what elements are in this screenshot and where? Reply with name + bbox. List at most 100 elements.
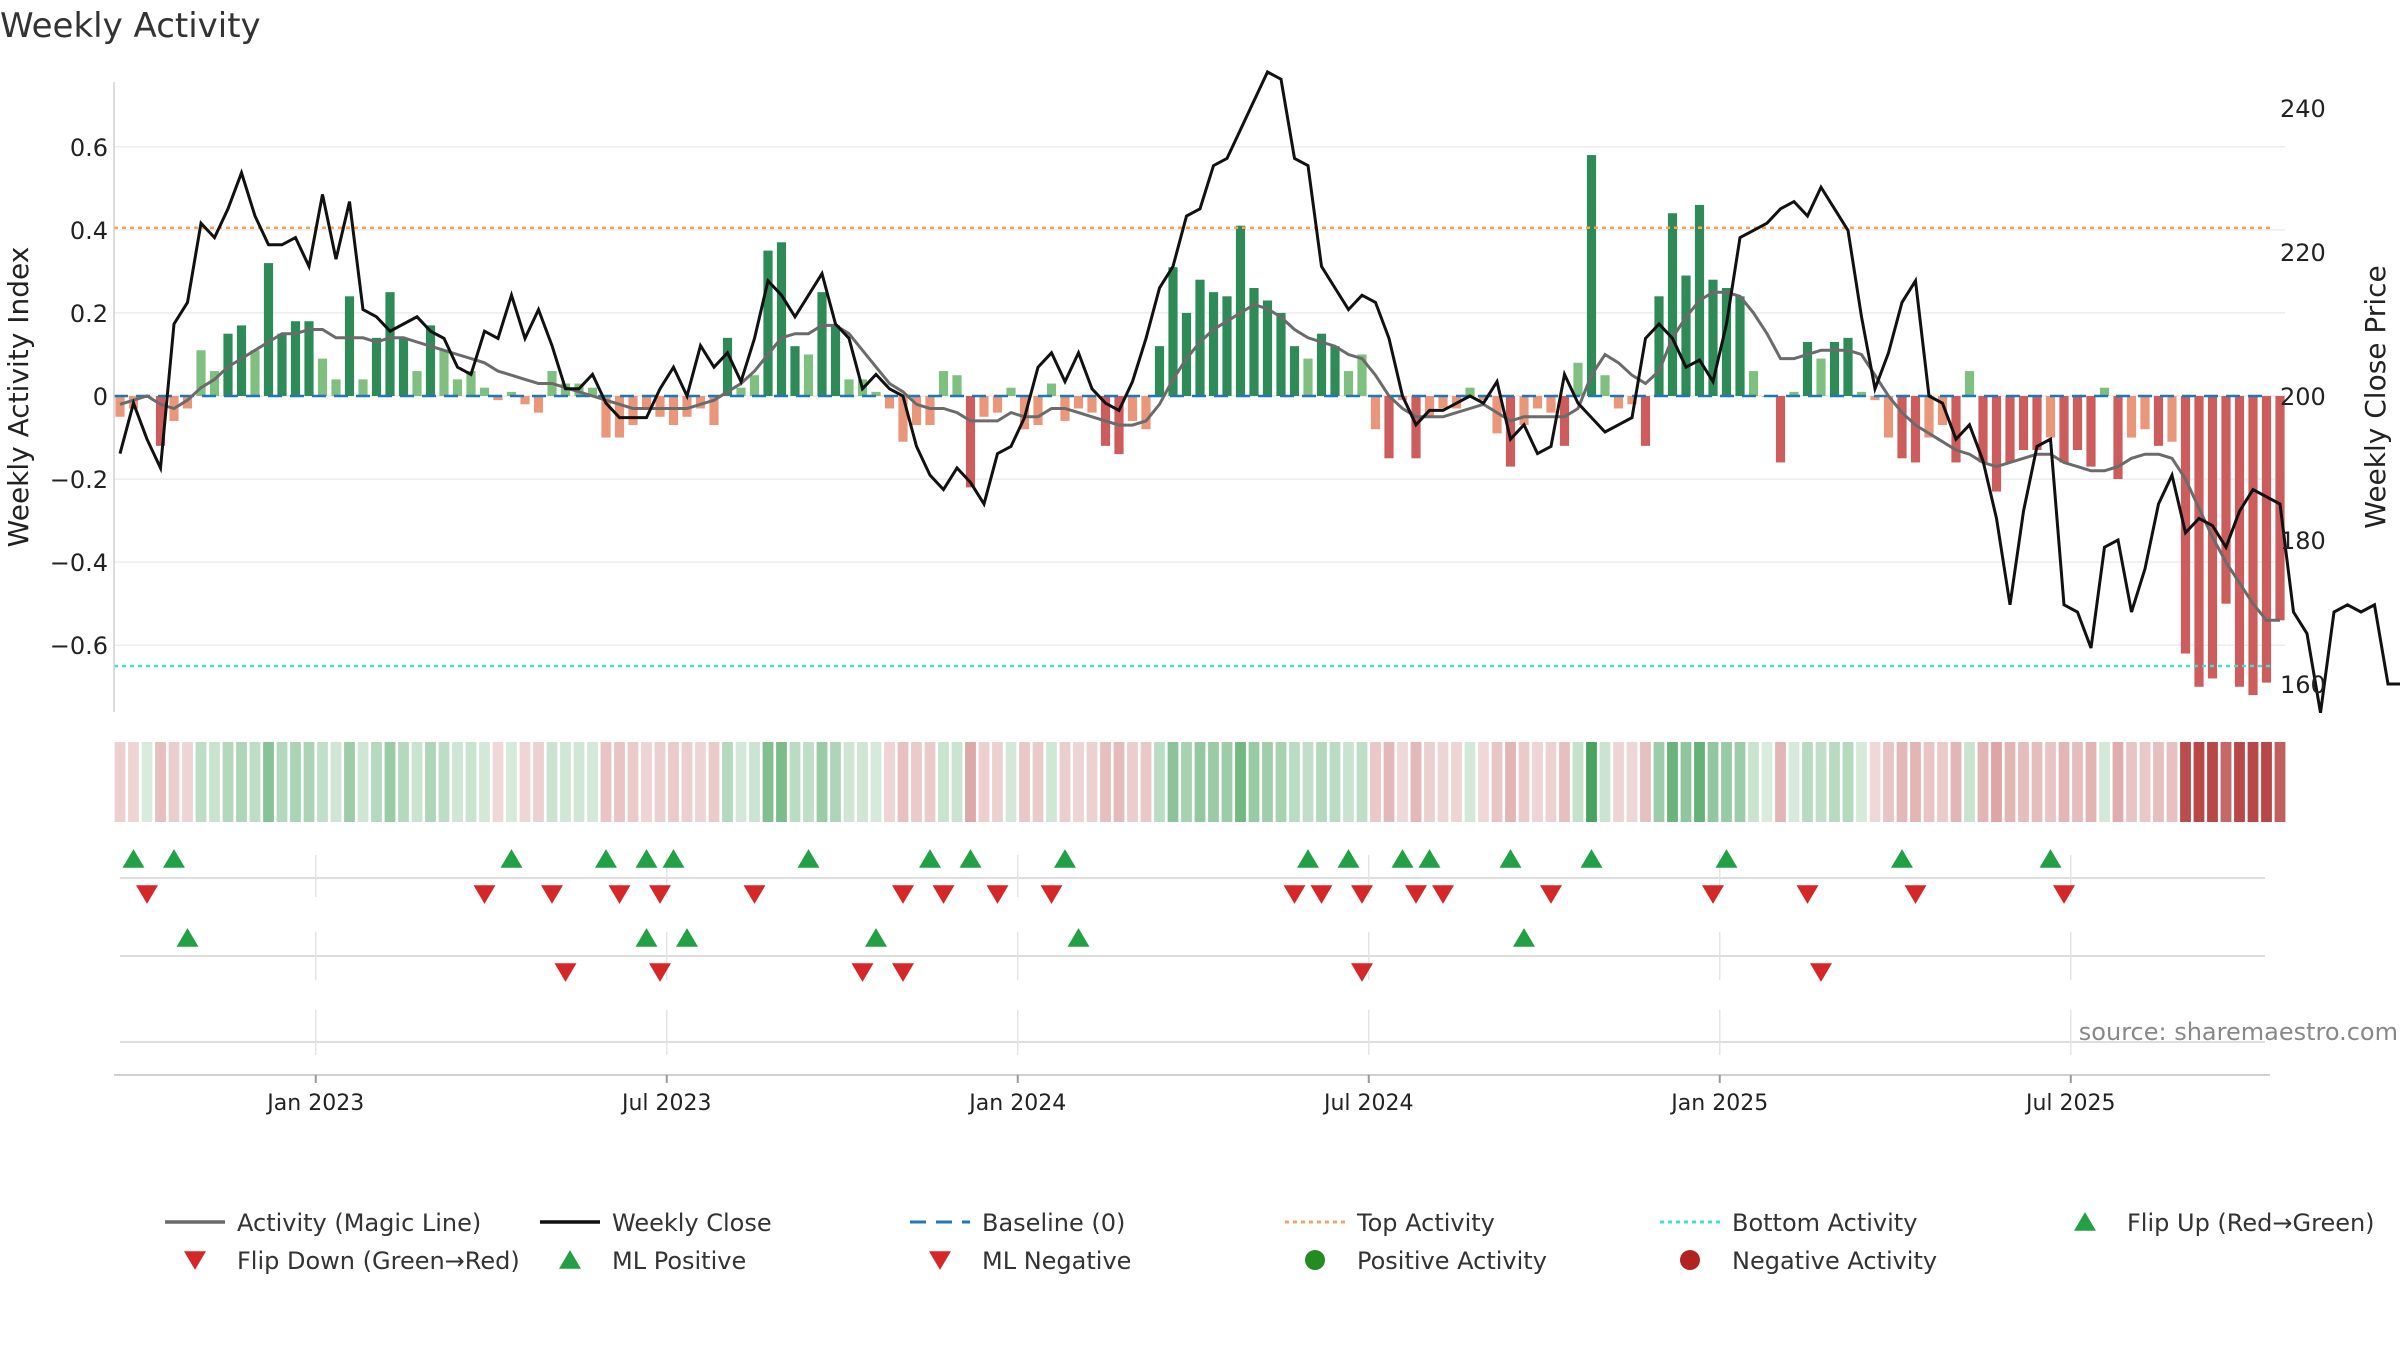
reference-lines [114, 226, 2270, 668]
flip-down-marker [473, 885, 496, 904]
flip-up-marker [1297, 849, 1319, 868]
activity-bar [385, 292, 395, 396]
activity-bar [1937, 396, 1948, 426]
legend-item: ML Negative [929, 1247, 1131, 1275]
heat-cell [614, 742, 625, 822]
activity-bar [776, 242, 787, 396]
heat-cell [2193, 742, 2205, 822]
heat-cell [2018, 742, 2029, 822]
heat-cell [1262, 742, 1273, 822]
activity-bar [1667, 213, 1678, 396]
x-tick-label: Jul 2024 [1322, 1091, 1414, 1116]
heat-cell [1869, 742, 1881, 822]
legend-item: Flip Down (Green→Red) [184, 1247, 520, 1275]
heat-cell [1680, 742, 1692, 822]
activity-bar [1330, 346, 1340, 396]
flip-up-marker [797, 849, 820, 868]
heat-cell [1761, 742, 1773, 822]
heat-cell [1842, 742, 1854, 822]
heat-cell [951, 742, 963, 822]
legend-label: Baseline (0) [982, 1209, 1125, 1237]
activity-bar [898, 396, 908, 442]
heat-cell [938, 742, 949, 822]
activity-bar [736, 387, 746, 396]
left-tick-label: 0 [93, 383, 108, 411]
x-tick-label: Jan 2023 [265, 1091, 364, 1116]
activity-bar [682, 396, 692, 417]
chart-title: Weekly Activity [0, 6, 261, 46]
legend-item: Activity (Magic Line) [165, 1209, 481, 1237]
heat-cell [762, 742, 774, 822]
heat-cell [816, 742, 828, 822]
activity-bar [1721, 288, 1732, 396]
activity-bar [1708, 279, 1718, 396]
activity-bar [1775, 396, 1786, 463]
activity-bar [2248, 396, 2258, 696]
left-tick-label: −0.2 [50, 466, 108, 494]
heat-cell [600, 742, 612, 822]
activity-bar [2059, 396, 2069, 463]
ml-positive-marker [635, 928, 658, 947]
activity-bar [1316, 333, 1327, 396]
activity-bar [2126, 396, 2137, 438]
legend-item: ML Positive [559, 1247, 746, 1275]
activity-bar [1789, 391, 1799, 396]
activity-bar [844, 379, 854, 396]
heat-cell [2139, 742, 2151, 822]
legend-swatch [559, 1250, 581, 1269]
x-tick-label: Jan 2025 [1669, 1091, 1768, 1116]
ml-positive-marker [1513, 928, 1535, 947]
heat-cell [1518, 742, 1530, 822]
flip-up-marker [635, 849, 658, 868]
heat-cell [897, 742, 909, 822]
flip-down-marker [2053, 885, 2075, 904]
heat-cell [1694, 742, 1705, 822]
axes: 0.6 0.4 0.2 0 −0.2 −0.4 −0.6 240 220 200 180 160 [50, 82, 2326, 712]
flip-up-marker [662, 849, 685, 868]
activity-bar [1249, 288, 1259, 396]
heat-cell [803, 742, 814, 822]
heat-cell [992, 742, 1003, 822]
activity-bar [1087, 396, 1097, 413]
activity-bar [628, 396, 638, 426]
activity-bar [344, 296, 355, 396]
flip-up-marker [1580, 849, 1603, 868]
x-tick-label: Jul 2025 [2024, 1091, 2116, 1116]
heat-cell [452, 742, 463, 822]
heat-cell [357, 742, 369, 822]
left-tick-label: 0.4 [70, 217, 108, 245]
heat-cell [560, 742, 571, 822]
activity-bar [223, 333, 233, 396]
series-lines [118, 69, 2400, 714]
activity-bar [722, 337, 733, 396]
activity-bar [1343, 371, 1354, 396]
activity-bar [2086, 396, 2096, 467]
activity-bar [2153, 396, 2164, 446]
heat-cell [1923, 742, 1935, 822]
heat-cell [1343, 742, 1354, 822]
flip-up-marker [1499, 849, 1522, 868]
ml-negative-marker [649, 963, 671, 982]
legend-swatch [2074, 1212, 2096, 1231]
activity-bar [1141, 396, 1151, 430]
activity-bar [2018, 396, 2029, 450]
activity-bar [1802, 342, 1813, 396]
activity-bar [2194, 396, 2204, 687]
right-axis-label: Weekly Close Price [2359, 265, 2392, 528]
flip-down-marker [1432, 885, 1454, 904]
heat-cell [2247, 742, 2259, 822]
heat-cell [465, 742, 477, 822]
heat-cell [1316, 742, 1327, 822]
legend-label: Bottom Activity [1732, 1209, 1917, 1237]
heat-cell [384, 742, 396, 822]
legend-label: Negative Activity [1732, 1247, 1937, 1275]
ml-positive-marker [176, 928, 199, 947]
heat-cell [1046, 742, 1057, 822]
activity-bar [925, 396, 935, 426]
left-axis-label: Weekly Activity Index [2, 247, 35, 548]
heat-cell [749, 742, 760, 822]
legend-label: Top Activity [1356, 1209, 1495, 1237]
activity-bar [277, 333, 287, 396]
heat-cell [1815, 742, 1827, 822]
flip-down-marker [541, 885, 563, 904]
